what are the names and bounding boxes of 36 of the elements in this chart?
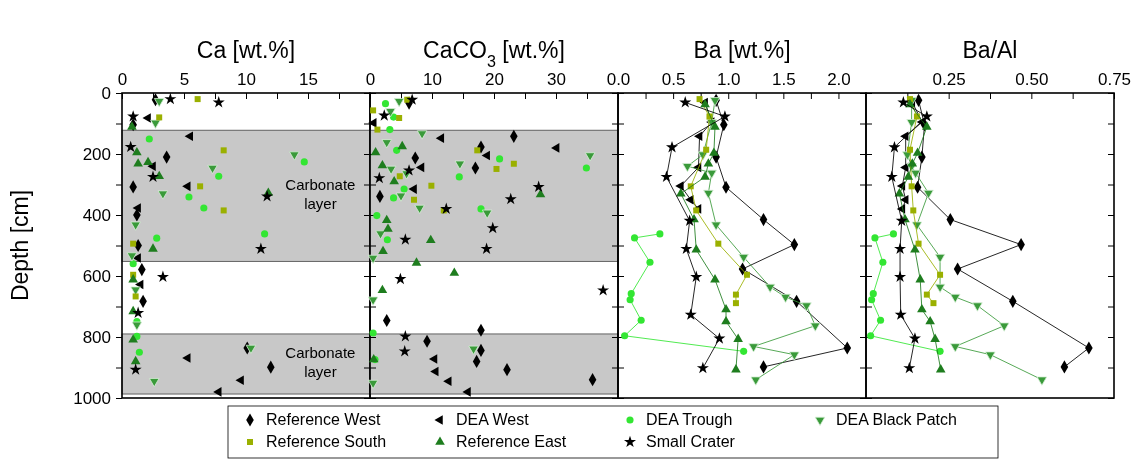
legend-label: DEA Black Patch [836,411,957,428]
x-tick-label: 20 [485,70,504,89]
x-tick-label: 0.50 [1015,70,1049,89]
x-tick-label: 0.25 [932,70,966,89]
legend-label: Reference East [456,433,567,450]
y-tick-label: 800 [82,327,111,347]
y-tick-label: 200 [82,144,111,164]
band-label: Carbonate layer [285,175,356,212]
x-tick-label: 30 [547,70,566,89]
legend-label: Small Crater [646,433,736,450]
chart-title: Ba [wt.%] [693,37,791,63]
chart-title: CaCO$_{3}$ [wt.%] [423,37,565,70]
x-tick-label: 10 [423,70,442,89]
y-axis-title: Depth [cm] [7,189,33,302]
y-tick-label: 0 [101,83,111,103]
chart-title: Ba/Al [962,37,1018,63]
y-tick-label: 1000 [73,388,111,408]
x-tick-label: 0.5 [661,70,686,89]
x-tick-label: 0.75 [1097,70,1132,89]
legend-label: Reference South [266,433,387,450]
y-tick-label: 400 [82,205,111,225]
x-tick-label: 0 [365,70,376,89]
chart-title: Ca [wt.%] [196,37,296,63]
y-tick-label: 600 [82,266,111,286]
x-tick-label: 1.0 [716,70,741,89]
x-tick-label: 0.0 [606,70,631,89]
x-tick-label: 2.0 [827,70,851,89]
legend-label: Reference West [266,411,381,428]
band-label: Carbonate layer [285,343,356,380]
x-tick-label: 15 [299,70,318,89]
x-tick-label: 5 [179,70,190,89]
x-tick-label: 0 [117,70,128,89]
x-tick-label: 10 [237,70,256,89]
legend-label: DEA West [456,411,530,428]
x-tick-label: 1.5 [772,70,796,89]
legend-label: DEA Trough [646,411,733,428]
